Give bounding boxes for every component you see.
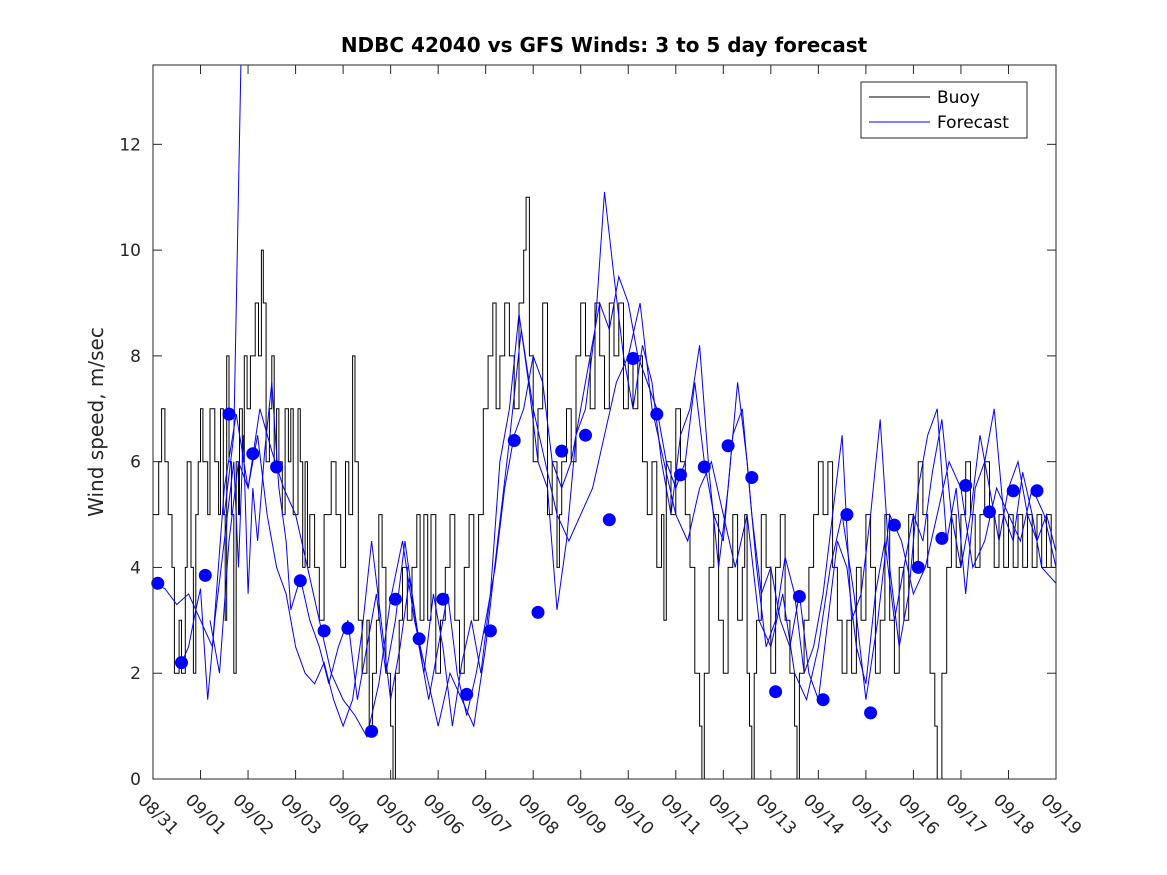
chart-title: NDBC 42040 vs GFS Winds: 3 to 5 day fore… [341, 33, 868, 57]
forecast-mean-point [1030, 484, 1044, 498]
forecast-mean-point [365, 724, 379, 738]
forecast-mean-point [246, 447, 260, 461]
x-tick-label: 09/13 [751, 790, 800, 839]
forecast-mean-point [579, 428, 592, 442]
forecast-mean-point [792, 590, 806, 603]
x-tick-label: 09/04 [324, 790, 373, 839]
forecast-mean-point [1006, 484, 1020, 498]
forecast-mean-point [674, 468, 687, 482]
forecast-mean-point [270, 460, 284, 474]
x-tick-label: 09/16 [894, 790, 943, 839]
forecast-mean-point [222, 407, 236, 421]
series-buoy-line [153, 196, 1056, 779]
forecast-mean-point [911, 560, 925, 574]
series-layer [153, 65, 1056, 779]
y-tick-label: 6 [130, 453, 141, 473]
x-tick-label: 09/17 [941, 790, 990, 839]
x-tick-label: 09/10 [609, 790, 658, 839]
y-tick-label: 4 [130, 558, 141, 578]
forecast-mean-point [483, 624, 497, 638]
x-tick-label: 09/06 [419, 790, 468, 839]
series-forecast-line-3 [223, 65, 242, 515]
forecast-mean-point [341, 621, 355, 635]
series-forecast-line-4 [209, 274, 1056, 728]
forecast-mean-point [436, 592, 450, 606]
y-axis: 0 2 4 6 8 10 12 [119, 135, 1056, 790]
x-tick-label: 09/11 [656, 790, 705, 839]
legend-label-buoy: Buoy [937, 88, 980, 108]
x-tick-label: 08/31 [133, 790, 182, 839]
forecast-mean-point [840, 508, 854, 522]
forecast-mean-point [602, 513, 616, 527]
x-tick-label: 09/07 [466, 790, 515, 839]
plot-area [153, 65, 1056, 779]
y-tick-label: 0 [130, 770, 141, 790]
forecast-mean-point [864, 706, 878, 720]
x-tick-label: 09/05 [371, 790, 420, 839]
x-tick-label: 09/03 [276, 790, 325, 839]
forecast-mean-point [721, 439, 735, 453]
x-tick-label: 09/08 [514, 790, 563, 839]
forecast-mean-point [412, 632, 426, 646]
forecast-mean-point [769, 685, 783, 699]
x-tick-label: 09/01 [181, 790, 230, 839]
forecast-mean-point [317, 624, 331, 638]
x-tick-label: 09/12 [704, 790, 753, 839]
forecast-mean-point [959, 479, 973, 492]
forecast-mean-point [745, 471, 759, 484]
forecast-mean-point [650, 407, 664, 421]
forecast-mean-point [935, 531, 949, 545]
x-tick-label: 09/15 [846, 790, 895, 839]
forecast-mean-point [555, 444, 569, 458]
legend-label-forecast: Forecast [937, 113, 1009, 133]
forecast-mean-point [626, 352, 640, 365]
forecast-mean-point [293, 574, 307, 588]
forecast-mean-point [460, 687, 474, 701]
forecast-mean-point [151, 576, 165, 590]
x-tick-label: 09/18 [989, 790, 1038, 839]
forecast-mean-point [507, 434, 521, 447]
x-tick-label: 09/14 [799, 790, 848, 839]
y-tick-label: 8 [130, 347, 141, 367]
y-tick-label: 2 [130, 664, 141, 684]
forecast-mean-point [531, 605, 545, 619]
forecast-mean-point [198, 568, 212, 582]
y-tick-label: 12 [119, 135, 141, 155]
y-tick-label: 10 [119, 241, 141, 261]
forecast-mean-point [388, 592, 402, 606]
forecast-mean-point [816, 693, 830, 707]
x-tick-label: 09/19 [1036, 790, 1085, 839]
forecast-mean-point [175, 656, 188, 670]
forecast-mean-point [697, 460, 711, 474]
plot-frame [152, 64, 1057, 780]
forecast-mean-point [887, 518, 901, 532]
legend-box [860, 81, 1028, 139]
x-tick-label: 09/02 [229, 790, 278, 839]
x-tick-label: 09/09 [561, 790, 610, 839]
forecast-mean-point [983, 505, 996, 519]
legend: Buoy Forecast [860, 81, 1028, 139]
series-forecast-line-2 [181, 191, 1056, 727]
y-axis-label: Wind speed, m/sec [84, 327, 108, 517]
marker-layer [151, 352, 1044, 738]
